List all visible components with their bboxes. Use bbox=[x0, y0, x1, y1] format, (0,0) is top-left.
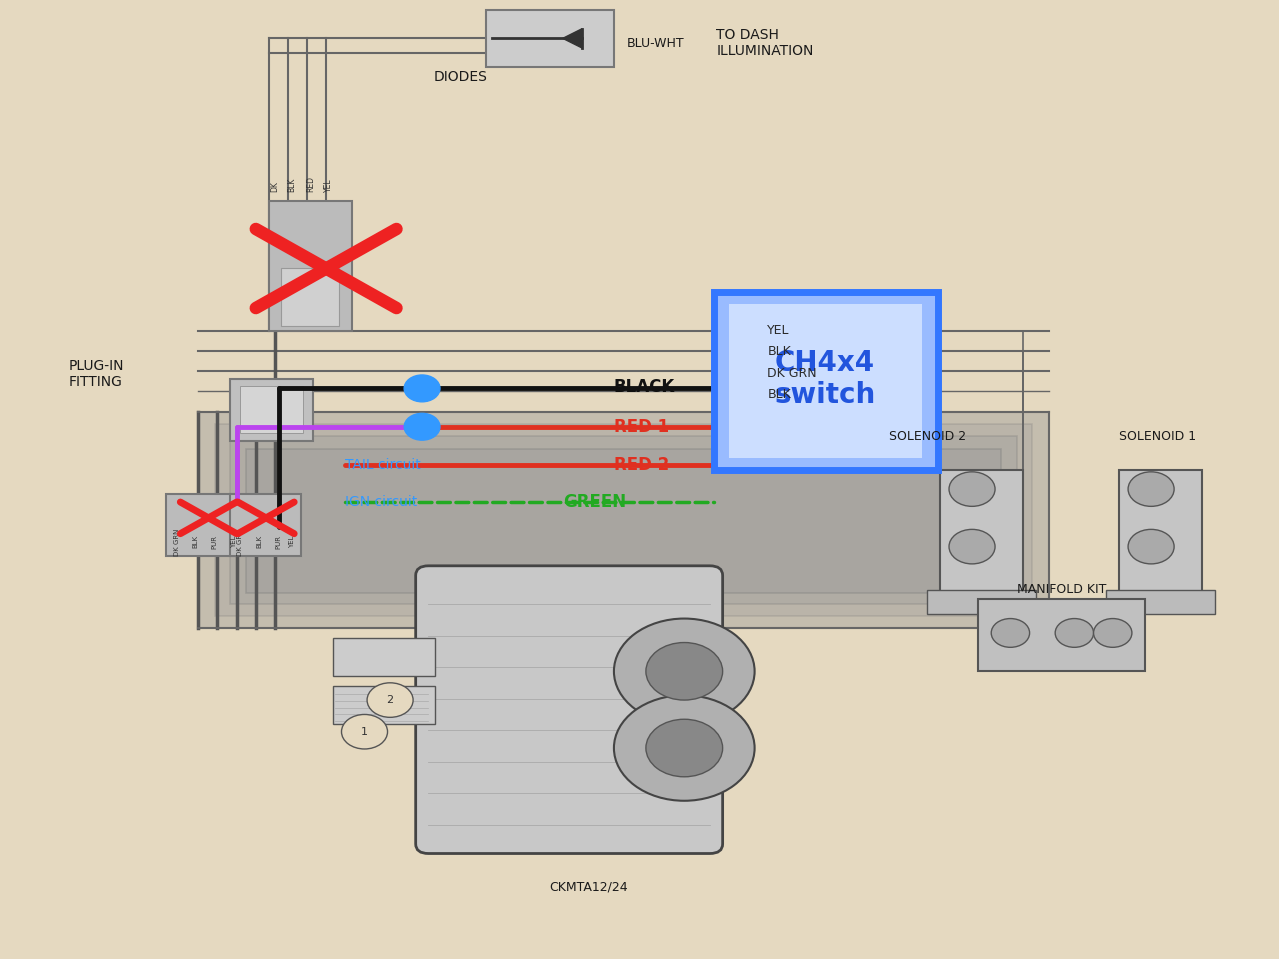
Text: DK: DK bbox=[270, 181, 280, 192]
Bar bbox=[269, 201, 352, 331]
Bar bbox=[230, 379, 313, 441]
Text: RED 2: RED 2 bbox=[614, 456, 669, 474]
Bar bbox=[198, 412, 1049, 628]
Circle shape bbox=[341, 714, 388, 749]
Text: DK GRN: DK GRN bbox=[767, 366, 817, 380]
Polygon shape bbox=[563, 29, 582, 48]
Circle shape bbox=[404, 413, 440, 440]
Text: RED 1: RED 1 bbox=[614, 418, 669, 435]
Text: PLUG-IN
FITTING: PLUG-IN FITTING bbox=[68, 359, 124, 389]
Circle shape bbox=[991, 619, 1030, 647]
Bar bbox=[240, 386, 303, 433]
Text: BLU-WHT: BLU-WHT bbox=[627, 36, 684, 50]
Bar bbox=[714, 292, 938, 470]
Circle shape bbox=[949, 529, 995, 564]
Circle shape bbox=[614, 695, 755, 801]
Bar bbox=[333, 638, 435, 676]
Bar bbox=[940, 470, 1023, 595]
Bar bbox=[927, 590, 1036, 614]
Circle shape bbox=[949, 472, 995, 506]
FancyBboxPatch shape bbox=[416, 566, 723, 854]
Text: YEL: YEL bbox=[289, 535, 294, 549]
Bar bbox=[1106, 590, 1215, 614]
Text: CKMTA12/24: CKMTA12/24 bbox=[549, 880, 628, 894]
Text: YEL: YEL bbox=[324, 178, 334, 192]
Text: PUR: PUR bbox=[276, 535, 281, 549]
Text: YEL: YEL bbox=[767, 324, 790, 338]
Circle shape bbox=[1094, 619, 1132, 647]
Circle shape bbox=[367, 683, 413, 717]
Text: GREEN: GREEN bbox=[563, 493, 625, 510]
Bar bbox=[166, 494, 237, 556]
Bar bbox=[230, 494, 301, 556]
Text: SOLENOID 2: SOLENOID 2 bbox=[889, 430, 966, 443]
Text: DIODES: DIODES bbox=[434, 70, 487, 83]
Text: BLK: BLK bbox=[767, 387, 792, 401]
Bar bbox=[198, 412, 1049, 628]
Text: TO DASH
ILLUMINATION: TO DASH ILLUMINATION bbox=[716, 28, 813, 58]
Text: SOLENOID 1: SOLENOID 1 bbox=[1119, 430, 1196, 443]
Text: BLK: BLK bbox=[193, 535, 198, 549]
Circle shape bbox=[614, 619, 755, 724]
Text: PUR: PUR bbox=[212, 535, 217, 549]
Text: DK GRN: DK GRN bbox=[174, 528, 179, 555]
Text: BLK: BLK bbox=[767, 345, 792, 359]
Text: BLACK: BLACK bbox=[614, 379, 675, 396]
Bar bbox=[1119, 470, 1202, 595]
Text: BLK: BLK bbox=[286, 177, 297, 192]
Text: IGN circuit: IGN circuit bbox=[345, 495, 417, 508]
Text: DK GRN: DK GRN bbox=[238, 528, 243, 555]
Bar bbox=[230, 436, 1017, 604]
Text: 2: 2 bbox=[386, 695, 394, 705]
Circle shape bbox=[646, 643, 723, 700]
Text: YEL: YEL bbox=[231, 535, 237, 549]
Text: RED: RED bbox=[306, 175, 316, 192]
Bar bbox=[729, 304, 922, 458]
Circle shape bbox=[1128, 529, 1174, 564]
Text: MANIFOLD KIT: MANIFOLD KIT bbox=[1017, 583, 1106, 596]
Bar bbox=[486, 10, 614, 67]
Circle shape bbox=[1055, 619, 1094, 647]
Bar bbox=[215, 424, 1032, 616]
Circle shape bbox=[1128, 472, 1174, 506]
Circle shape bbox=[404, 375, 440, 402]
Text: CH4x4
switch: CH4x4 switch bbox=[774, 349, 876, 409]
Text: TAIL circuit: TAIL circuit bbox=[345, 458, 421, 472]
Bar bbox=[246, 449, 1001, 593]
Bar bbox=[978, 599, 1145, 671]
Bar bbox=[281, 268, 339, 326]
Text: BLK: BLK bbox=[257, 535, 262, 549]
Bar bbox=[333, 686, 435, 724]
Text: 1: 1 bbox=[361, 727, 368, 737]
Circle shape bbox=[646, 719, 723, 777]
